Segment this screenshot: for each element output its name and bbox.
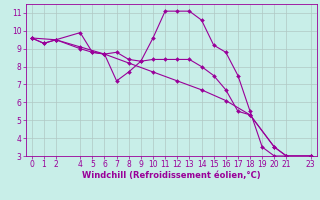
X-axis label: Windchill (Refroidissement éolien,°C): Windchill (Refroidissement éolien,°C) bbox=[82, 171, 260, 180]
